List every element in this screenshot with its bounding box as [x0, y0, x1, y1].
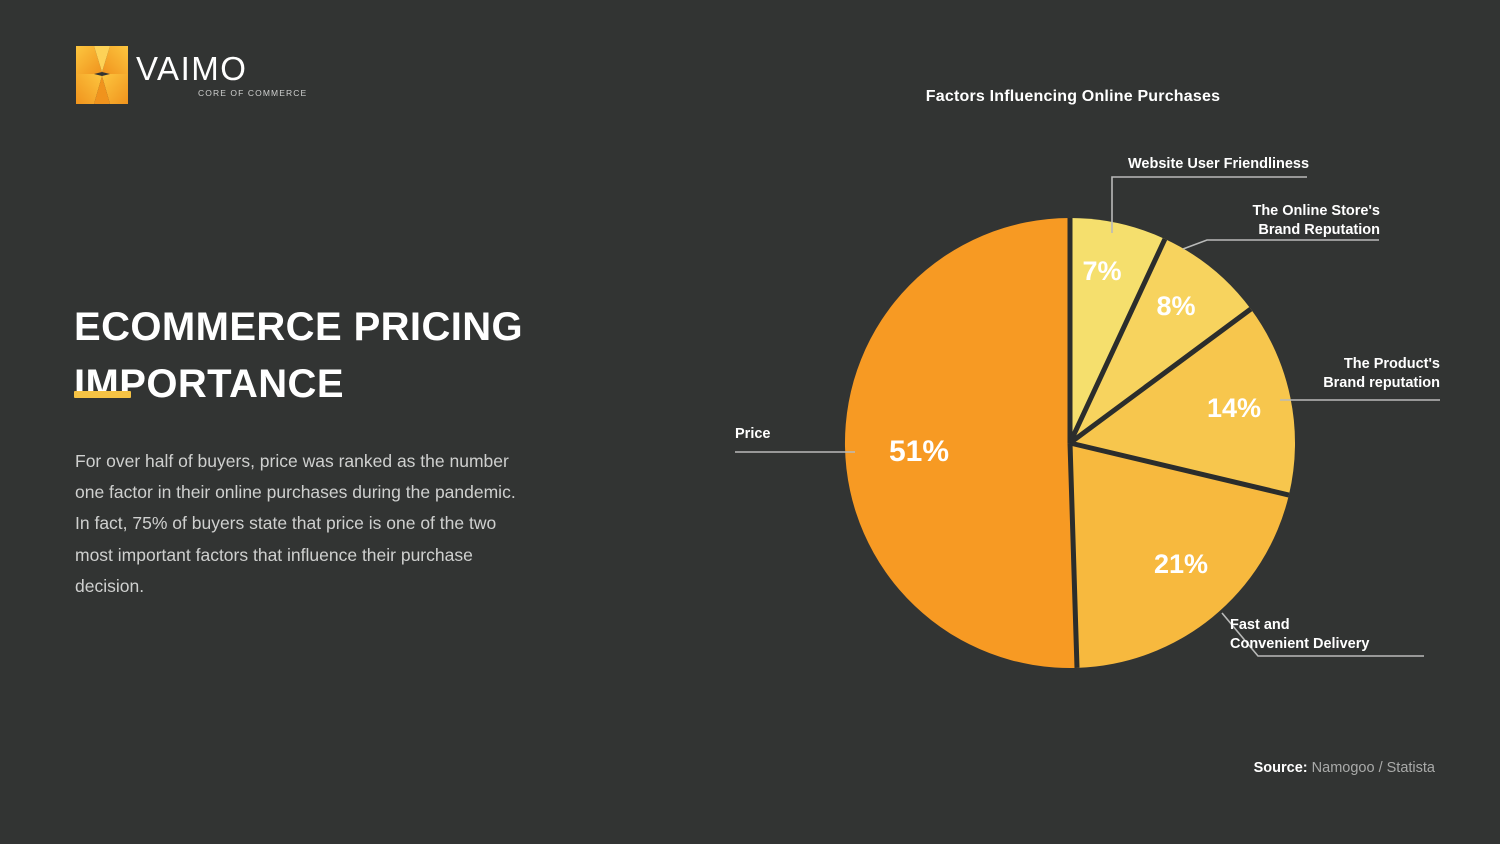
pie-label-fast-convenient-delivery: 21% [1154, 549, 1208, 579]
body-paragraph: For over half of buyers, price was ranke… [75, 450, 516, 597]
source-value: Namogoo / Statista [1311, 760, 1435, 776]
pie-slice-price [844, 217, 1077, 669]
logo-tagline: CORE OF COMMERCE [198, 88, 307, 98]
source-attribution: Source: Namogoo / Statista [1030, 760, 1435, 776]
page-title: ECOMMERCE PRICING IMPORTANCE [74, 299, 594, 413]
callout-website-user-friendliness: Website User Friendliness [1128, 156, 1310, 172]
callout-leader-lines [735, 176, 1440, 657]
callout-fast-convenient-delivery: Fast and Convenient Delivery [1230, 617, 1370, 652]
chart-title: Factors Influencing Online Purchases [925, 88, 1221, 105]
callout-online-store-brand-reputation: The Online Store's Brand Reputation [1252, 203, 1380, 238]
source-label: Source: [1253, 760, 1308, 776]
pie-slice-product-brand-reputation [1070, 309, 1296, 496]
logo-name: VAIMO [136, 50, 247, 87]
accent-divider [74, 391, 131, 398]
vaimo-logo: VAIMO CORE OF COMMERCE [74, 44, 374, 108]
pie-label-website-user-friendliness: 7% [1082, 256, 1121, 286]
vaimo-wordmark: VAIMO CORE OF COMMERCE [136, 50, 307, 98]
vaimo-x-mark-icon [76, 46, 128, 104]
page-title-line-2: IMPORTANCE [74, 361, 344, 406]
callout-product-brand-reputation: The Product's Brand reputation [1323, 356, 1440, 391]
pie-label-price: 51% [889, 435, 949, 468]
pie-slice-online-store-brand-reputation [1070, 239, 1251, 443]
pie-slice-dividers [1067, 218, 1290, 668]
pie-slice-website-user-friendliness [1070, 218, 1165, 443]
callout-price: Price [735, 426, 771, 442]
pie-label-product-brand-reputation: 14% [1207, 393, 1261, 423]
page-title-line-1: ECOMMERCE PRICING [74, 304, 524, 349]
pie-label-online-store-brand-reputation: 8% [1156, 291, 1195, 321]
